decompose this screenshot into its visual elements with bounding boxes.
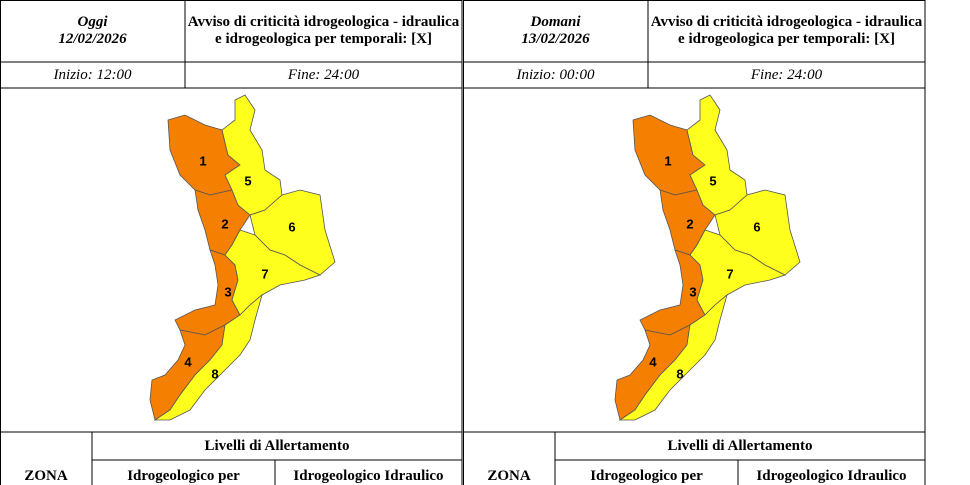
col2-header-text: Idrogeologico Idraulico — [293, 468, 444, 484]
day-cell: Domani 13/02/2026 — [463, 0, 648, 62]
title-cell-text: Avviso di criticità idrogeologica - idra… — [187, 14, 460, 47]
zone-label: 2 — [686, 216, 693, 231]
zone-label: 3 — [224, 284, 231, 299]
day-cell-text: 13/02/2026 — [521, 31, 590, 47]
day-cell-text: 12/02/2026 — [58, 31, 127, 47]
zone-label: 1 — [664, 153, 671, 168]
col1-header-text: Idrogeologico per — [127, 468, 240, 484]
day-cell-text: Oggi — [77, 14, 108, 30]
zone-header-text: ZONA — [487, 468, 531, 484]
zone-label: 6 — [753, 219, 760, 234]
zone-header: ZONA — [0, 460, 92, 485]
title-cell: Avviso di criticità idrogeologica - idra… — [185, 0, 462, 62]
col1-header: Idrogeologico per — [92, 460, 275, 485]
zone-label: 7 — [726, 266, 733, 281]
zone-header: ZONA — [463, 460, 555, 485]
title-cell: Avviso di criticità idrogeologica - idra… — [648, 0, 925, 62]
end-cell-text: Fine: 24:00 — [287, 66, 360, 83]
col1-header: Idrogeologico per — [555, 460, 738, 485]
start-cell-text: Inizio: 00:00 — [516, 66, 595, 83]
map-zone — [153, 293, 263, 421]
col1-header-text: Idrogeologico per — [590, 468, 703, 484]
zone-label: 7 — [261, 266, 268, 281]
end-cell: Fine: 24:00 — [185, 62, 462, 88]
start-cell: Inizio: 12:00 — [0, 62, 185, 88]
day-cell: Oggi 12/02/2026 — [0, 0, 185, 62]
zone-label: 3 — [689, 284, 696, 299]
col2-header: Idrogeologico Idraulico — [275, 460, 462, 485]
levels-header: Livelli di Allertamento — [555, 432, 925, 460]
end-cell: Fine: 24:00 — [648, 62, 925, 88]
zone-label: 6 — [288, 219, 295, 234]
start-cell: Inizio: 00:00 — [463, 62, 648, 88]
start-cell-text: Inizio: 12:00 — [53, 66, 132, 83]
col2-header: Idrogeologico Idraulico — [738, 460, 925, 485]
title-cell-text: Avviso di criticità idrogeologica - idra… — [650, 14, 923, 47]
col2-header-text: Idrogeologico Idraulico — [756, 468, 907, 484]
zone-label: 4 — [649, 354, 657, 369]
zone-label: 8 — [211, 366, 218, 381]
day-cell-text: Domani — [530, 14, 581, 30]
zone-label: 8 — [676, 366, 683, 381]
zone-header-text: ZONA — [24, 468, 68, 484]
levels-header-text: Livelli di Allertamento — [667, 437, 813, 454]
zone-label: 4 — [184, 354, 192, 369]
zone-label: 1 — [199, 153, 206, 168]
zone-label: 2 — [221, 216, 228, 231]
map-zone — [618, 293, 728, 421]
zone-label: 5 — [709, 173, 716, 188]
zone-label: 5 — [244, 173, 251, 188]
end-cell-text: Fine: 24:00 — [750, 66, 823, 83]
levels-header: Livelli di Allertamento — [92, 432, 462, 460]
levels-header-text: Livelli di Allertamento — [204, 437, 350, 454]
